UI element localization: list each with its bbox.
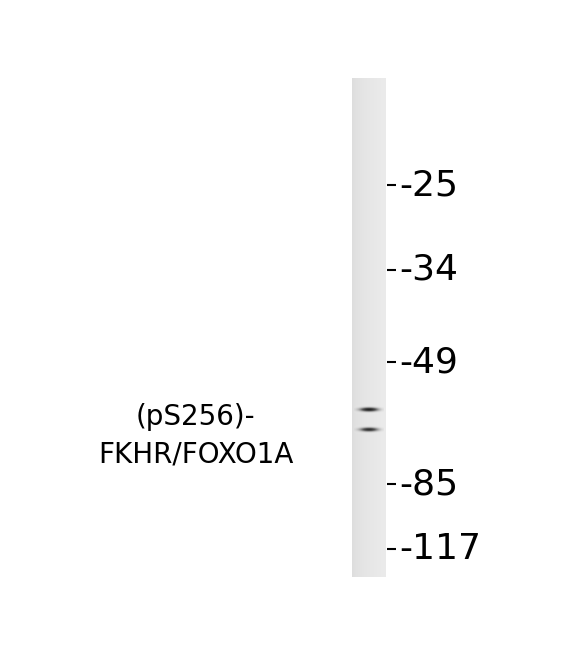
Bar	[368, 78, 369, 577]
Text: -34: -34	[400, 253, 459, 287]
Bar	[363, 78, 364, 577]
Bar	[383, 78, 384, 577]
Bar	[380, 78, 381, 577]
Bar	[380, 78, 381, 577]
Bar	[381, 78, 383, 577]
Bar	[358, 78, 359, 577]
Bar	[364, 78, 365, 577]
Bar	[357, 78, 358, 577]
Bar	[352, 78, 353, 577]
Bar	[361, 78, 362, 577]
Bar	[374, 78, 375, 577]
Bar	[382, 78, 383, 577]
Bar	[360, 78, 361, 577]
Bar	[376, 78, 377, 577]
Bar	[373, 78, 374, 577]
Bar	[356, 78, 357, 577]
Bar	[377, 78, 378, 577]
Bar	[368, 78, 369, 577]
Bar	[379, 78, 380, 577]
Bar	[371, 78, 372, 577]
Bar	[385, 78, 386, 577]
Bar	[360, 78, 361, 577]
Text: -49: -49	[400, 345, 459, 379]
Text: -117: -117	[400, 532, 481, 566]
Bar	[372, 78, 373, 577]
Bar	[374, 78, 375, 577]
Bar	[370, 78, 371, 577]
Bar	[369, 78, 370, 577]
Bar	[354, 78, 355, 577]
Bar	[384, 78, 385, 577]
Bar	[359, 78, 360, 577]
Bar	[375, 78, 376, 577]
Bar	[354, 78, 355, 577]
Bar	[364, 78, 366, 577]
Bar	[367, 78, 368, 577]
Bar	[353, 78, 354, 577]
Bar	[385, 78, 386, 577]
Bar	[363, 78, 364, 577]
Bar	[352, 78, 353, 577]
Bar	[383, 78, 384, 577]
Bar	[362, 78, 363, 577]
Bar	[378, 78, 379, 577]
Bar	[365, 78, 366, 577]
Bar	[377, 78, 378, 577]
Bar	[366, 78, 367, 577]
Text: -85: -85	[400, 467, 459, 502]
Bar	[366, 78, 367, 577]
Text: -25: -25	[400, 168, 459, 202]
Bar	[381, 78, 382, 577]
Bar	[378, 78, 380, 577]
Bar	[355, 78, 356, 577]
Text: (pS256)-: (pS256)-	[136, 403, 255, 431]
Bar	[369, 78, 370, 577]
Bar	[355, 78, 356, 577]
Text: FKHR/FOXO1A: FKHR/FOXO1A	[98, 441, 293, 469]
